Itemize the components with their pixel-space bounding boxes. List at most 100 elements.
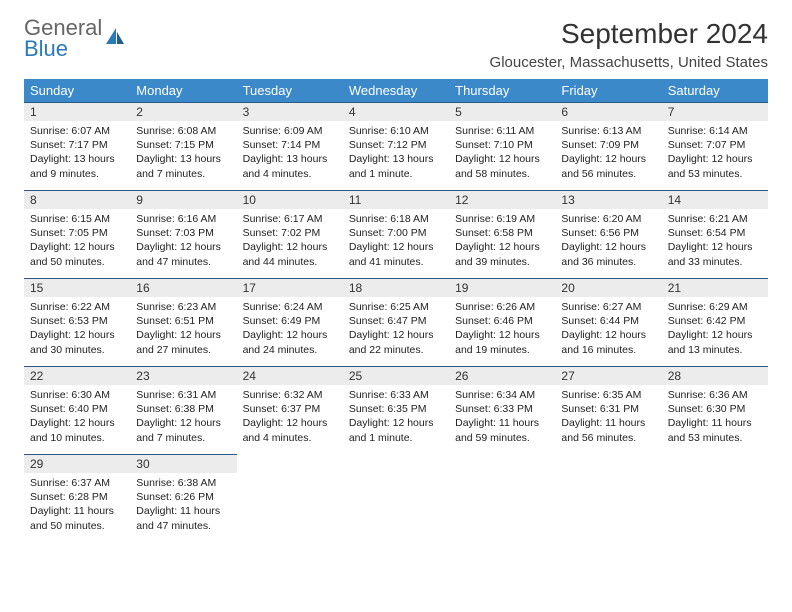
location-text: Gloucester, Massachusetts, United States <box>490 54 768 71</box>
day-number: 18 <box>343 279 449 297</box>
day-details: Sunrise: 6:34 AMSunset: 6:33 PMDaylight:… <box>449 385 555 449</box>
calendar-row: 1Sunrise: 6:07 AMSunset: 7:17 PMDaylight… <box>24 103 768 191</box>
weekday-header: Saturday <box>662 79 768 103</box>
day-details: Sunrise: 6:07 AMSunset: 7:17 PMDaylight:… <box>24 121 130 185</box>
calendar-cell: 2Sunrise: 6:08 AMSunset: 7:15 PMDaylight… <box>130 103 236 191</box>
calendar-cell: 11Sunrise: 6:18 AMSunset: 7:00 PMDayligh… <box>343 191 449 279</box>
calendar-row: 22Sunrise: 6:30 AMSunset: 6:40 PMDayligh… <box>24 367 768 455</box>
day-details: Sunrise: 6:16 AMSunset: 7:03 PMDaylight:… <box>130 209 236 273</box>
day-details: Sunrise: 6:35 AMSunset: 6:31 PMDaylight:… <box>555 385 661 449</box>
weekday-header: Friday <box>555 79 661 103</box>
logo-sail-icon <box>104 26 126 52</box>
day-details: Sunrise: 6:22 AMSunset: 6:53 PMDaylight:… <box>24 297 130 361</box>
day-number: 24 <box>237 367 343 385</box>
day-number: 2 <box>130 103 236 121</box>
calendar-cell: 23Sunrise: 6:31 AMSunset: 6:38 PMDayligh… <box>130 367 236 455</box>
calendar-cell: 4Sunrise: 6:10 AMSunset: 7:12 PMDaylight… <box>343 103 449 191</box>
day-number: 25 <box>343 367 449 385</box>
calendar-cell: 22Sunrise: 6:30 AMSunset: 6:40 PMDayligh… <box>24 367 130 455</box>
calendar-cell <box>343 455 449 543</box>
calendar-cell: 3Sunrise: 6:09 AMSunset: 7:14 PMDaylight… <box>237 103 343 191</box>
day-details: Sunrise: 6:23 AMSunset: 6:51 PMDaylight:… <box>130 297 236 361</box>
weekday-header: Tuesday <box>237 79 343 103</box>
calendar-cell: 9Sunrise: 6:16 AMSunset: 7:03 PMDaylight… <box>130 191 236 279</box>
day-number: 21 <box>662 279 768 297</box>
day-details: Sunrise: 6:25 AMSunset: 6:47 PMDaylight:… <box>343 297 449 361</box>
title-block: September 2024 Gloucester, Massachusetts… <box>490 18 768 71</box>
day-details: Sunrise: 6:30 AMSunset: 6:40 PMDaylight:… <box>24 385 130 449</box>
day-number: 4 <box>343 103 449 121</box>
calendar-cell: 20Sunrise: 6:27 AMSunset: 6:44 PMDayligh… <box>555 279 661 367</box>
calendar-cell: 5Sunrise: 6:11 AMSunset: 7:10 PMDaylight… <box>449 103 555 191</box>
month-title: September 2024 <box>490 18 768 50</box>
weekday-header: Thursday <box>449 79 555 103</box>
calendar-cell: 14Sunrise: 6:21 AMSunset: 6:54 PMDayligh… <box>662 191 768 279</box>
day-details: Sunrise: 6:18 AMSunset: 7:00 PMDaylight:… <box>343 209 449 273</box>
calendar-cell: 13Sunrise: 6:20 AMSunset: 6:56 PMDayligh… <box>555 191 661 279</box>
calendar-cell <box>449 455 555 543</box>
day-number: 26 <box>449 367 555 385</box>
day-number: 16 <box>130 279 236 297</box>
calendar-header-row: SundayMondayTuesdayWednesdayThursdayFrid… <box>24 79 768 103</box>
day-number: 1 <box>24 103 130 121</box>
calendar-cell: 26Sunrise: 6:34 AMSunset: 6:33 PMDayligh… <box>449 367 555 455</box>
calendar-cell: 19Sunrise: 6:26 AMSunset: 6:46 PMDayligh… <box>449 279 555 367</box>
day-number: 7 <box>662 103 768 121</box>
calendar-cell: 6Sunrise: 6:13 AMSunset: 7:09 PMDaylight… <box>555 103 661 191</box>
day-number: 8 <box>24 191 130 209</box>
day-number: 13 <box>555 191 661 209</box>
day-details: Sunrise: 6:36 AMSunset: 6:30 PMDaylight:… <box>662 385 768 449</box>
calendar-cell: 29Sunrise: 6:37 AMSunset: 6:28 PMDayligh… <box>24 455 130 543</box>
calendar-cell: 21Sunrise: 6:29 AMSunset: 6:42 PMDayligh… <box>662 279 768 367</box>
day-details: Sunrise: 6:27 AMSunset: 6:44 PMDaylight:… <box>555 297 661 361</box>
calendar-cell: 12Sunrise: 6:19 AMSunset: 6:58 PMDayligh… <box>449 191 555 279</box>
day-number: 20 <box>555 279 661 297</box>
day-details: Sunrise: 6:14 AMSunset: 7:07 PMDaylight:… <box>662 121 768 185</box>
day-number: 28 <box>662 367 768 385</box>
day-details: Sunrise: 6:09 AMSunset: 7:14 PMDaylight:… <box>237 121 343 185</box>
day-details: Sunrise: 6:08 AMSunset: 7:15 PMDaylight:… <box>130 121 236 185</box>
calendar-cell: 25Sunrise: 6:33 AMSunset: 6:35 PMDayligh… <box>343 367 449 455</box>
day-number: 30 <box>130 455 236 473</box>
day-details: Sunrise: 6:31 AMSunset: 6:38 PMDaylight:… <box>130 385 236 449</box>
day-details: Sunrise: 6:11 AMSunset: 7:10 PMDaylight:… <box>449 121 555 185</box>
day-details: Sunrise: 6:10 AMSunset: 7:12 PMDaylight:… <box>343 121 449 185</box>
calendar-cell: 10Sunrise: 6:17 AMSunset: 7:02 PMDayligh… <box>237 191 343 279</box>
day-number: 10 <box>237 191 343 209</box>
day-number: 22 <box>24 367 130 385</box>
day-number: 17 <box>237 279 343 297</box>
calendar-row: 8Sunrise: 6:15 AMSunset: 7:05 PMDaylight… <box>24 191 768 279</box>
day-details: Sunrise: 6:37 AMSunset: 6:28 PMDaylight:… <box>24 473 130 537</box>
calendar-cell <box>662 455 768 543</box>
calendar-cell: 8Sunrise: 6:15 AMSunset: 7:05 PMDaylight… <box>24 191 130 279</box>
calendar-cell: 28Sunrise: 6:36 AMSunset: 6:30 PMDayligh… <box>662 367 768 455</box>
logo-text-bottom: Blue <box>24 39 102 60</box>
day-details: Sunrise: 6:29 AMSunset: 6:42 PMDaylight:… <box>662 297 768 361</box>
weekday-header: Monday <box>130 79 236 103</box>
page-header: General Blue September 2024 Gloucester, … <box>24 18 768 71</box>
calendar-body: 1Sunrise: 6:07 AMSunset: 7:17 PMDaylight… <box>24 103 768 543</box>
calendar-cell: 30Sunrise: 6:38 AMSunset: 6:26 PMDayligh… <box>130 455 236 543</box>
day-number: 11 <box>343 191 449 209</box>
day-details: Sunrise: 6:17 AMSunset: 7:02 PMDaylight:… <box>237 209 343 273</box>
calendar-cell: 24Sunrise: 6:32 AMSunset: 6:37 PMDayligh… <box>237 367 343 455</box>
calendar-row: 15Sunrise: 6:22 AMSunset: 6:53 PMDayligh… <box>24 279 768 367</box>
day-details: Sunrise: 6:20 AMSunset: 6:56 PMDaylight:… <box>555 209 661 273</box>
calendar-cell <box>555 455 661 543</box>
day-number: 29 <box>24 455 130 473</box>
day-number: 12 <box>449 191 555 209</box>
weekday-header: Sunday <box>24 79 130 103</box>
day-number: 3 <box>237 103 343 121</box>
day-number: 19 <box>449 279 555 297</box>
day-details: Sunrise: 6:19 AMSunset: 6:58 PMDaylight:… <box>449 209 555 273</box>
day-details: Sunrise: 6:33 AMSunset: 6:35 PMDaylight:… <box>343 385 449 449</box>
calendar-cell: 27Sunrise: 6:35 AMSunset: 6:31 PMDayligh… <box>555 367 661 455</box>
calendar-cell: 17Sunrise: 6:24 AMSunset: 6:49 PMDayligh… <box>237 279 343 367</box>
calendar-cell: 18Sunrise: 6:25 AMSunset: 6:47 PMDayligh… <box>343 279 449 367</box>
calendar-cell: 7Sunrise: 6:14 AMSunset: 7:07 PMDaylight… <box>662 103 768 191</box>
weekday-header: Wednesday <box>343 79 449 103</box>
calendar-row: 29Sunrise: 6:37 AMSunset: 6:28 PMDayligh… <box>24 455 768 543</box>
day-details: Sunrise: 6:24 AMSunset: 6:49 PMDaylight:… <box>237 297 343 361</box>
day-number: 23 <box>130 367 236 385</box>
logo-text: General Blue <box>24 18 102 60</box>
